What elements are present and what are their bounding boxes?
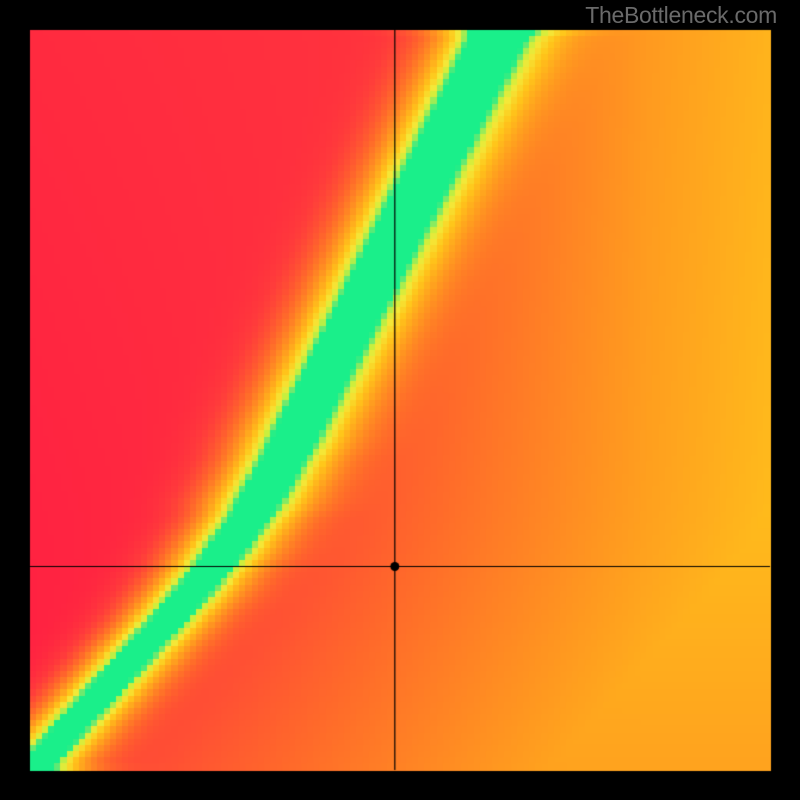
bottleneck-heatmap-canvas xyxy=(0,0,800,800)
watermark-text: TheBottleneck.com xyxy=(585,2,777,29)
chart-container: TheBottleneck.com xyxy=(0,0,800,800)
